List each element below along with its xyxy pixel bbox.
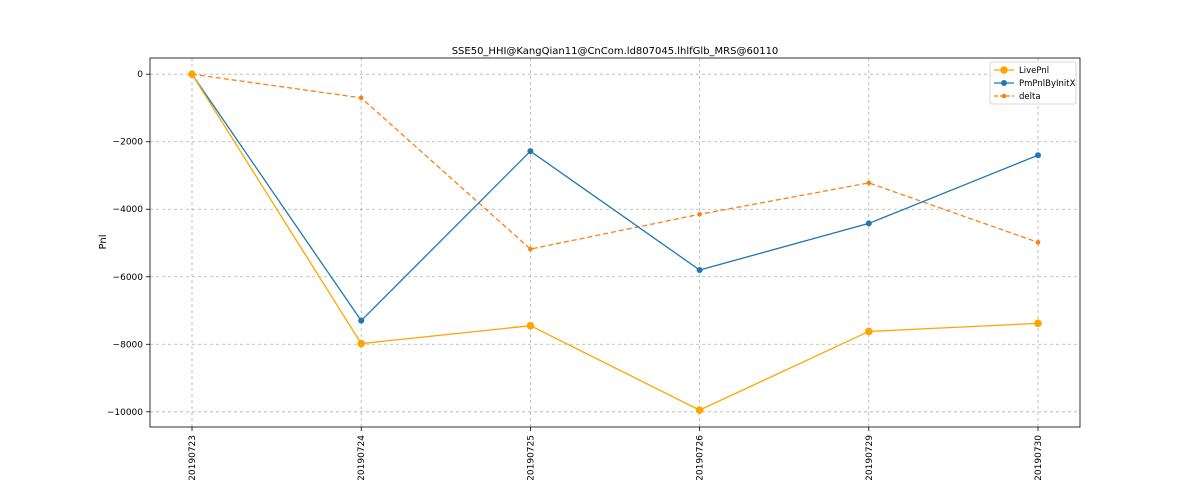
data-point [188, 70, 196, 79]
legend-item: LivePnl [994, 66, 1049, 76]
y-axis-ticks: 0 −2000 −4000 −6000 −8000 −10000 [107, 70, 150, 418]
data-point [528, 246, 533, 252]
series-line [191, 73, 1039, 250]
data-point [865, 220, 872, 227]
data-point [1035, 240, 1041, 245]
x-tick-label: 20190723 [188, 435, 198, 480]
data-point [696, 267, 703, 274]
data-point [358, 317, 365, 324]
legend-swatch-marker [1000, 66, 1008, 74]
legend: LivePnl PmPnlByInitX delta [989, 61, 1077, 105]
data-point [866, 180, 872, 186]
legend-frame [989, 61, 1077, 105]
grid [150, 58, 1080, 427]
y-tick-label: 0 [137, 70, 143, 80]
series-delta [189, 71, 1041, 252]
data-point [695, 406, 704, 414]
data-point [358, 95, 364, 101]
legend-item: PmPnlByInitX [994, 79, 1076, 89]
chart-title: SSE50_HHI@KangQian11@CnCom.ld807045.lhlf… [452, 46, 779, 57]
legend-label: LivePnl [1019, 66, 1049, 76]
y-tick-label: −4000 [113, 205, 144, 215]
data-point [697, 212, 702, 217]
y-tick-label: −10000 [107, 408, 143, 418]
y-tick-label: −8000 [113, 340, 144, 350]
plot-frame [149, 57, 1081, 428]
data-point [526, 321, 535, 330]
series-layer [188, 70, 1042, 414]
x-tick-label: 20190724 [357, 435, 367, 480]
series-livepnl [188, 70, 1042, 414]
legend-item: delta [994, 92, 1041, 102]
x-axis-ticks: 20190723 20190724 20190725 20190726 20190729… [188, 427, 1044, 480]
y-tick-label: −6000 [113, 273, 144, 283]
series-line [191, 73, 1039, 322]
series-line [191, 73, 1039, 411]
legend-swatch-marker [1001, 93, 1007, 99]
data-point [1034, 319, 1042, 328]
data-point [527, 148, 534, 155]
y-axis-label: Pnl [98, 235, 109, 250]
series-pmpnlbyinitx [189, 71, 1041, 324]
y-tick-label: −2000 [113, 138, 144, 148]
data-point [1035, 152, 1041, 159]
x-tick-label: 20190730 [1034, 435, 1044, 480]
x-tick-label: 20190729 [865, 435, 875, 480]
legend-label: PmPnlByInitX [1019, 79, 1076, 89]
x-tick-label: 20190726 [696, 435, 706, 480]
legend-swatch-marker [1001, 80, 1007, 86]
legend-label: delta [1019, 92, 1041, 102]
data-point [357, 339, 366, 348]
x-tick-label: 20190725 [526, 435, 536, 480]
data-point [865, 327, 873, 336]
